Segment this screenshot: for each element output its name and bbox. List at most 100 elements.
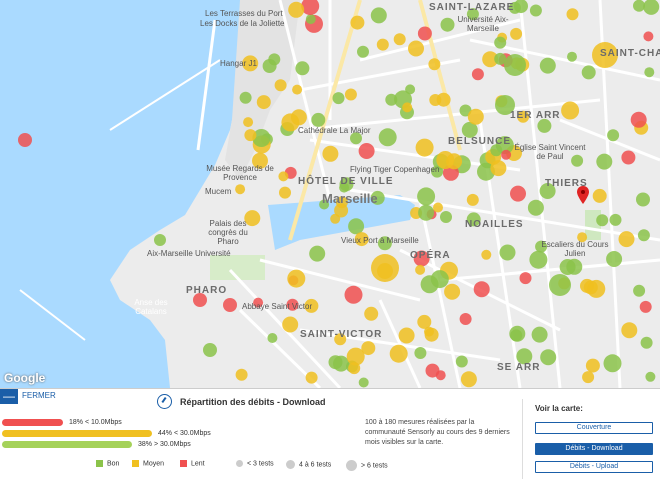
district-label: SAINT-VICTOR	[300, 329, 383, 340]
speed-dot-medium	[583, 280, 598, 295]
coverage-button[interactable]: Couverture	[535, 422, 653, 434]
speed-dot-good	[348, 218, 365, 235]
road	[259, 258, 421, 302]
place-label: Palais des congrès du Pharo	[208, 219, 248, 246]
close-button[interactable]: —	[0, 389, 18, 404]
speed-dot-good	[267, 333, 278, 343]
speed-dot-medium	[510, 27, 523, 40]
speed-dot-medium	[389, 344, 408, 363]
speed-dot-medium	[481, 249, 492, 260]
speed-dot-slow	[639, 300, 652, 313]
speed-dot-good	[466, 212, 481, 227]
speed-dot-medium	[292, 84, 303, 95]
speed-dot-good	[531, 326, 548, 343]
speed-dot-medium	[582, 371, 595, 384]
speed-dot-medium	[334, 203, 349, 218]
district-label: SAINT-CHA	[600, 48, 660, 59]
speed-dot-medium	[429, 94, 442, 106]
speed-dot-good	[239, 91, 252, 104]
speed-bar-medium	[2, 430, 152, 437]
speed-dot-medium	[561, 101, 580, 120]
district-label: 1ER ARR	[510, 110, 561, 121]
speed-dot-good	[540, 349, 557, 366]
speed-dot-medium	[279, 186, 291, 199]
speed-dot-good	[514, 0, 528, 14]
speed-dot-good	[252, 129, 271, 147]
legend-label: Moyen	[143, 460, 165, 468]
speed-dot-slow	[643, 31, 654, 42]
speed-dot-medium	[348, 362, 361, 375]
speed-dot-good	[328, 355, 343, 370]
speed-dot-good	[603, 354, 622, 373]
place-label: Cathédrale La Major	[298, 126, 371, 135]
speed-dot-medium	[393, 33, 406, 46]
speed-dot-medium	[256, 95, 271, 110]
place-label: Escaliers du Cours Julien	[541, 240, 609, 258]
speed-dot-good	[567, 51, 577, 62]
speed-dot-medium	[305, 371, 318, 384]
speed-dot-good	[633, 284, 646, 297]
road	[349, 188, 660, 242]
speed-dot-good	[357, 45, 369, 58]
speed-dot-good	[358, 377, 369, 388]
download-speed-button[interactable]: Débits - Download	[535, 443, 653, 455]
speed-dot-good	[455, 355, 468, 368]
speed-dot-medium	[460, 371, 477, 388]
speed-dot-medium	[466, 193, 479, 206]
speed-dot-good	[529, 4, 542, 17]
district-label: HÔTEL DE VILLE	[298, 176, 394, 187]
speed-dot-medium	[444, 283, 461, 300]
city-label: Marseille	[322, 191, 378, 206]
road	[278, 0, 332, 201]
speed-dot-medium	[566, 8, 579, 21]
legend-dot	[346, 460, 357, 471]
speed-dot-good	[609, 213, 622, 226]
close-label[interactable]: FERMER	[22, 391, 56, 400]
speed-dot-good	[295, 61, 310, 76]
speed-map[interactable]: SAINT-LAZARE SAINT-CHA BELSUNCE HÔTEL DE…	[0, 0, 660, 388]
speed-dot-medium	[282, 316, 299, 333]
speed-dot-medium	[592, 42, 618, 68]
place-label: Les Docks de la Joliette	[200, 19, 285, 28]
speed-dot-medium	[402, 102, 413, 113]
speed-dot-good	[494, 52, 507, 65]
speed-dot-good	[606, 251, 623, 267]
district-label: NOAILLES	[465, 219, 524, 230]
speed-dot-good	[596, 214, 609, 227]
map-canvas[interactable]	[0, 0, 660, 388]
speed-dot-good	[636, 192, 650, 207]
speed-dot-medium	[243, 117, 254, 128]
speed-panel: — FERMER Répartition des débits - Downlo…	[0, 388, 660, 488]
speed-dot-slow	[621, 150, 636, 165]
speed-dot-good	[440, 17, 455, 32]
speed-dot-good	[309, 245, 326, 262]
divider	[522, 399, 523, 479]
district-label: OPÉRA	[410, 250, 451, 261]
speed-dot-good	[535, 240, 548, 253]
speed-dot-good	[571, 154, 584, 167]
legend-label: 4 à 6 tests	[299, 461, 332, 469]
speed-dot-good	[527, 199, 544, 216]
speed-dot-slow	[223, 298, 237, 312]
place-label: Aix-Marseille Université	[147, 249, 231, 258]
road	[378, 299, 422, 388]
speed-dot-slow	[286, 298, 299, 311]
speed-dot-good	[154, 234, 166, 246]
speed-dot-good	[596, 153, 613, 170]
speed-dot-medium	[287, 269, 306, 288]
speed-dot-slow	[473, 281, 490, 298]
road	[359, 18, 521, 62]
view-title: Voir la carte:	[535, 404, 583, 413]
speed-dot-good	[378, 128, 397, 147]
dock-land	[225, 0, 300, 180]
place-label: Abbaye Saint Victor	[242, 302, 313, 311]
upload-speed-button[interactable]: Débits - Upload	[535, 461, 653, 473]
location-pin-icon[interactable]	[577, 186, 589, 204]
speed-dot-slow	[501, 149, 512, 160]
speed-dot-good	[637, 229, 650, 242]
place-label: Les Terrasses du Port	[205, 9, 283, 18]
speed-dot-good	[581, 65, 596, 80]
speed-dot-medium	[242, 55, 259, 72]
speed-dot-slow	[344, 285, 363, 304]
road	[418, 199, 462, 388]
